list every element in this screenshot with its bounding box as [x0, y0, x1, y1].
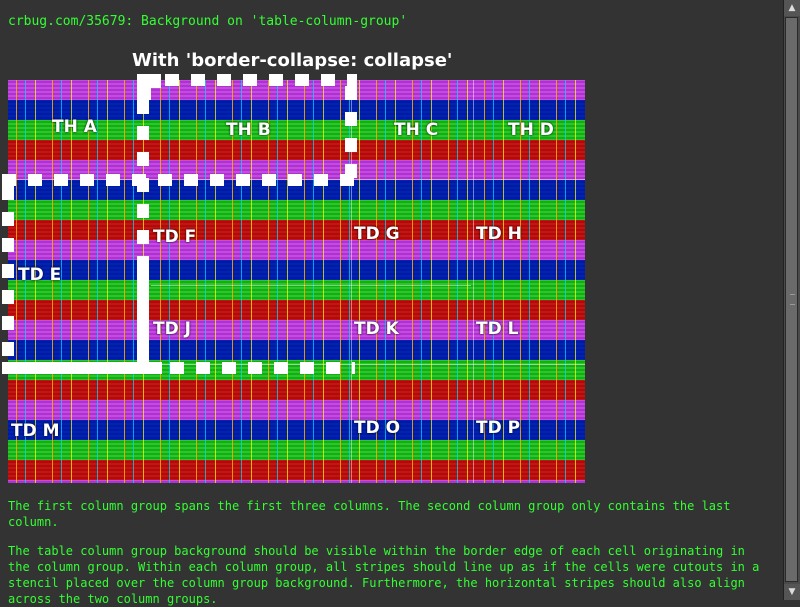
- arrow-up-icon[interactable]: ▲: [784, 0, 800, 16]
- vertical-scrollbar[interactable]: ▲ ▼: [783, 0, 800, 600]
- cell-td-h: TD H: [476, 224, 522, 244]
- dashed-border-bottom: [170, 362, 355, 374]
- cell-td-g: TD G: [354, 224, 400, 244]
- cell-divider: [351, 80, 352, 483]
- dashed-border-left: [2, 186, 14, 366]
- border-rail: [137, 88, 151, 100]
- border-rail: [137, 74, 161, 88]
- cell-th-c: TH C: [394, 120, 439, 140]
- scrollbar-thumb[interactable]: [785, 17, 798, 582]
- solid-border-inner: [137, 256, 149, 374]
- cell-th-b: TH B: [226, 120, 271, 140]
- header-link[interactable]: crbug.com/35679: Background on 'table-co…: [8, 14, 408, 29]
- dashed-border-inner: [137, 100, 149, 260]
- dashed-border-right: [345, 86, 357, 182]
- description-paragraph-2: The table column group background should…: [8, 544, 760, 606]
- description-paragraph-1: The first column group spans the first t…: [8, 499, 731, 529]
- cell-divider: [151, 285, 471, 286]
- cell-td-o: TD O: [354, 418, 401, 438]
- arrow-down-icon[interactable]: ▼: [784, 584, 800, 600]
- solid-border-bottom: [2, 362, 162, 374]
- cell-divider: [473, 80, 474, 483]
- striped-table: [8, 80, 585, 483]
- dashed-border-top: [165, 74, 357, 86]
- cell-td-k: TD K: [354, 319, 399, 339]
- cell-td-e: TD E: [18, 265, 62, 285]
- cell-td-p: TD P: [476, 418, 521, 438]
- dashed-border-mid: [2, 174, 357, 186]
- cell-td-j: TD J: [153, 319, 191, 339]
- cell-th-d: TH D: [508, 120, 554, 140]
- cell-td-m: TD M: [11, 421, 60, 441]
- grip-icon: [790, 294, 795, 305]
- cell-td-l: TD L: [476, 319, 519, 339]
- cell-th-a: TH A: [52, 117, 97, 137]
- table-caption: With 'border-collapse: collapse': [132, 50, 453, 71]
- cell-td-f: TD F: [153, 227, 197, 247]
